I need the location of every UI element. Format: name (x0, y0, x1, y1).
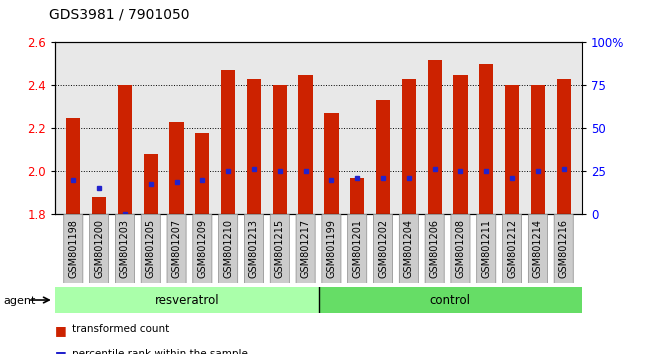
Text: GSM801216: GSM801216 (559, 219, 569, 278)
FancyBboxPatch shape (218, 214, 238, 285)
FancyBboxPatch shape (502, 214, 521, 285)
Bar (531, 85, 545, 214)
Text: GSM801214: GSM801214 (533, 219, 543, 278)
Text: GSM801200: GSM801200 (94, 219, 104, 278)
Text: agent: agent (3, 296, 36, 306)
Text: ■: ■ (55, 324, 67, 337)
Text: GSM801201: GSM801201 (352, 219, 362, 278)
FancyBboxPatch shape (322, 214, 341, 285)
FancyBboxPatch shape (244, 214, 263, 285)
Bar (221, 70, 235, 214)
FancyBboxPatch shape (90, 214, 109, 285)
Text: GSM801199: GSM801199 (326, 219, 337, 278)
Bar (318, 287, 582, 313)
Text: ■: ■ (55, 349, 67, 354)
Bar (350, 178, 364, 214)
Text: control: control (430, 293, 471, 307)
Text: GSM801203: GSM801203 (120, 219, 130, 278)
FancyBboxPatch shape (528, 214, 547, 285)
Text: GSM801215: GSM801215 (275, 219, 285, 278)
Bar (556, 79, 571, 214)
Text: GSM801208: GSM801208 (456, 219, 465, 278)
FancyBboxPatch shape (554, 214, 573, 285)
Bar (170, 122, 184, 214)
Bar (247, 79, 261, 214)
Bar (66, 118, 81, 214)
Text: GSM801212: GSM801212 (507, 219, 517, 278)
Bar (505, 85, 519, 214)
Bar (144, 154, 158, 214)
FancyBboxPatch shape (476, 214, 496, 285)
Bar (324, 113, 339, 214)
Text: resveratrol: resveratrol (155, 293, 219, 307)
Text: transformed count: transformed count (72, 324, 169, 334)
Bar (402, 79, 416, 214)
FancyBboxPatch shape (374, 214, 393, 285)
Bar (453, 75, 467, 214)
Text: GSM801211: GSM801211 (481, 219, 491, 278)
FancyBboxPatch shape (193, 214, 212, 285)
FancyBboxPatch shape (167, 214, 186, 285)
Text: GDS3981 / 7901050: GDS3981 / 7901050 (49, 7, 189, 21)
Text: GSM801210: GSM801210 (223, 219, 233, 278)
FancyBboxPatch shape (451, 214, 470, 285)
FancyBboxPatch shape (348, 214, 367, 285)
Bar (479, 64, 493, 214)
FancyBboxPatch shape (116, 214, 135, 285)
FancyBboxPatch shape (64, 214, 83, 285)
Text: GSM801198: GSM801198 (68, 219, 78, 278)
Text: GSM801205: GSM801205 (146, 219, 156, 278)
Bar (298, 75, 313, 214)
FancyBboxPatch shape (399, 214, 419, 285)
Text: GSM801207: GSM801207 (172, 219, 181, 278)
Text: GSM801204: GSM801204 (404, 219, 414, 278)
Bar (376, 101, 390, 214)
Text: GSM801217: GSM801217 (300, 219, 311, 278)
FancyBboxPatch shape (425, 214, 444, 285)
FancyBboxPatch shape (296, 214, 315, 285)
Text: GSM801209: GSM801209 (198, 219, 207, 278)
Bar (118, 85, 132, 214)
Text: GSM801206: GSM801206 (430, 219, 439, 278)
Bar (273, 85, 287, 214)
Text: percentile rank within the sample: percentile rank within the sample (72, 349, 248, 354)
Bar (428, 59, 442, 214)
Bar (92, 197, 106, 214)
Bar (55, 287, 318, 313)
Text: GSM801202: GSM801202 (378, 219, 388, 278)
Text: GSM801213: GSM801213 (249, 219, 259, 278)
FancyBboxPatch shape (270, 214, 289, 285)
FancyBboxPatch shape (141, 214, 161, 285)
Bar (195, 133, 209, 214)
